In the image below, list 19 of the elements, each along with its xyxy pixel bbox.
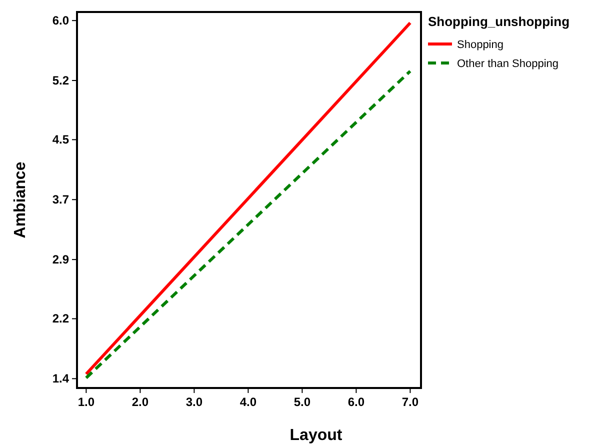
y-tick-label: 2.9 bbox=[52, 252, 70, 267]
x-tick-label: 3.0 bbox=[186, 395, 203, 409]
y-tick-label: 3.7 bbox=[52, 192, 70, 207]
x-tick-label: 4.0 bbox=[240, 395, 257, 409]
x-tick-label: 6.0 bbox=[348, 395, 365, 409]
x-tick-label: 5.0 bbox=[294, 395, 311, 409]
y-tick-label: 2.2 bbox=[52, 312, 70, 326]
y-tick-label: 1.4 bbox=[52, 372, 70, 386]
legend-label: Shopping bbox=[457, 39, 504, 51]
x-axis-title: Layout bbox=[290, 427, 343, 444]
y-tick-label: 4.5 bbox=[52, 132, 70, 147]
x-tick-label: 7.0 bbox=[402, 395, 419, 409]
y-tick-label: 6.0 bbox=[52, 14, 70, 28]
x-tick-label: 2.0 bbox=[132, 395, 149, 409]
y-tick-label: 5.2 bbox=[52, 74, 70, 88]
legend-title: Shopping_unshopping bbox=[428, 14, 570, 29]
legend-label: Other than Shopping bbox=[457, 58, 559, 70]
x-tick-label: 1.0 bbox=[78, 395, 95, 409]
y-axis-title: Ambiance bbox=[12, 162, 29, 238]
